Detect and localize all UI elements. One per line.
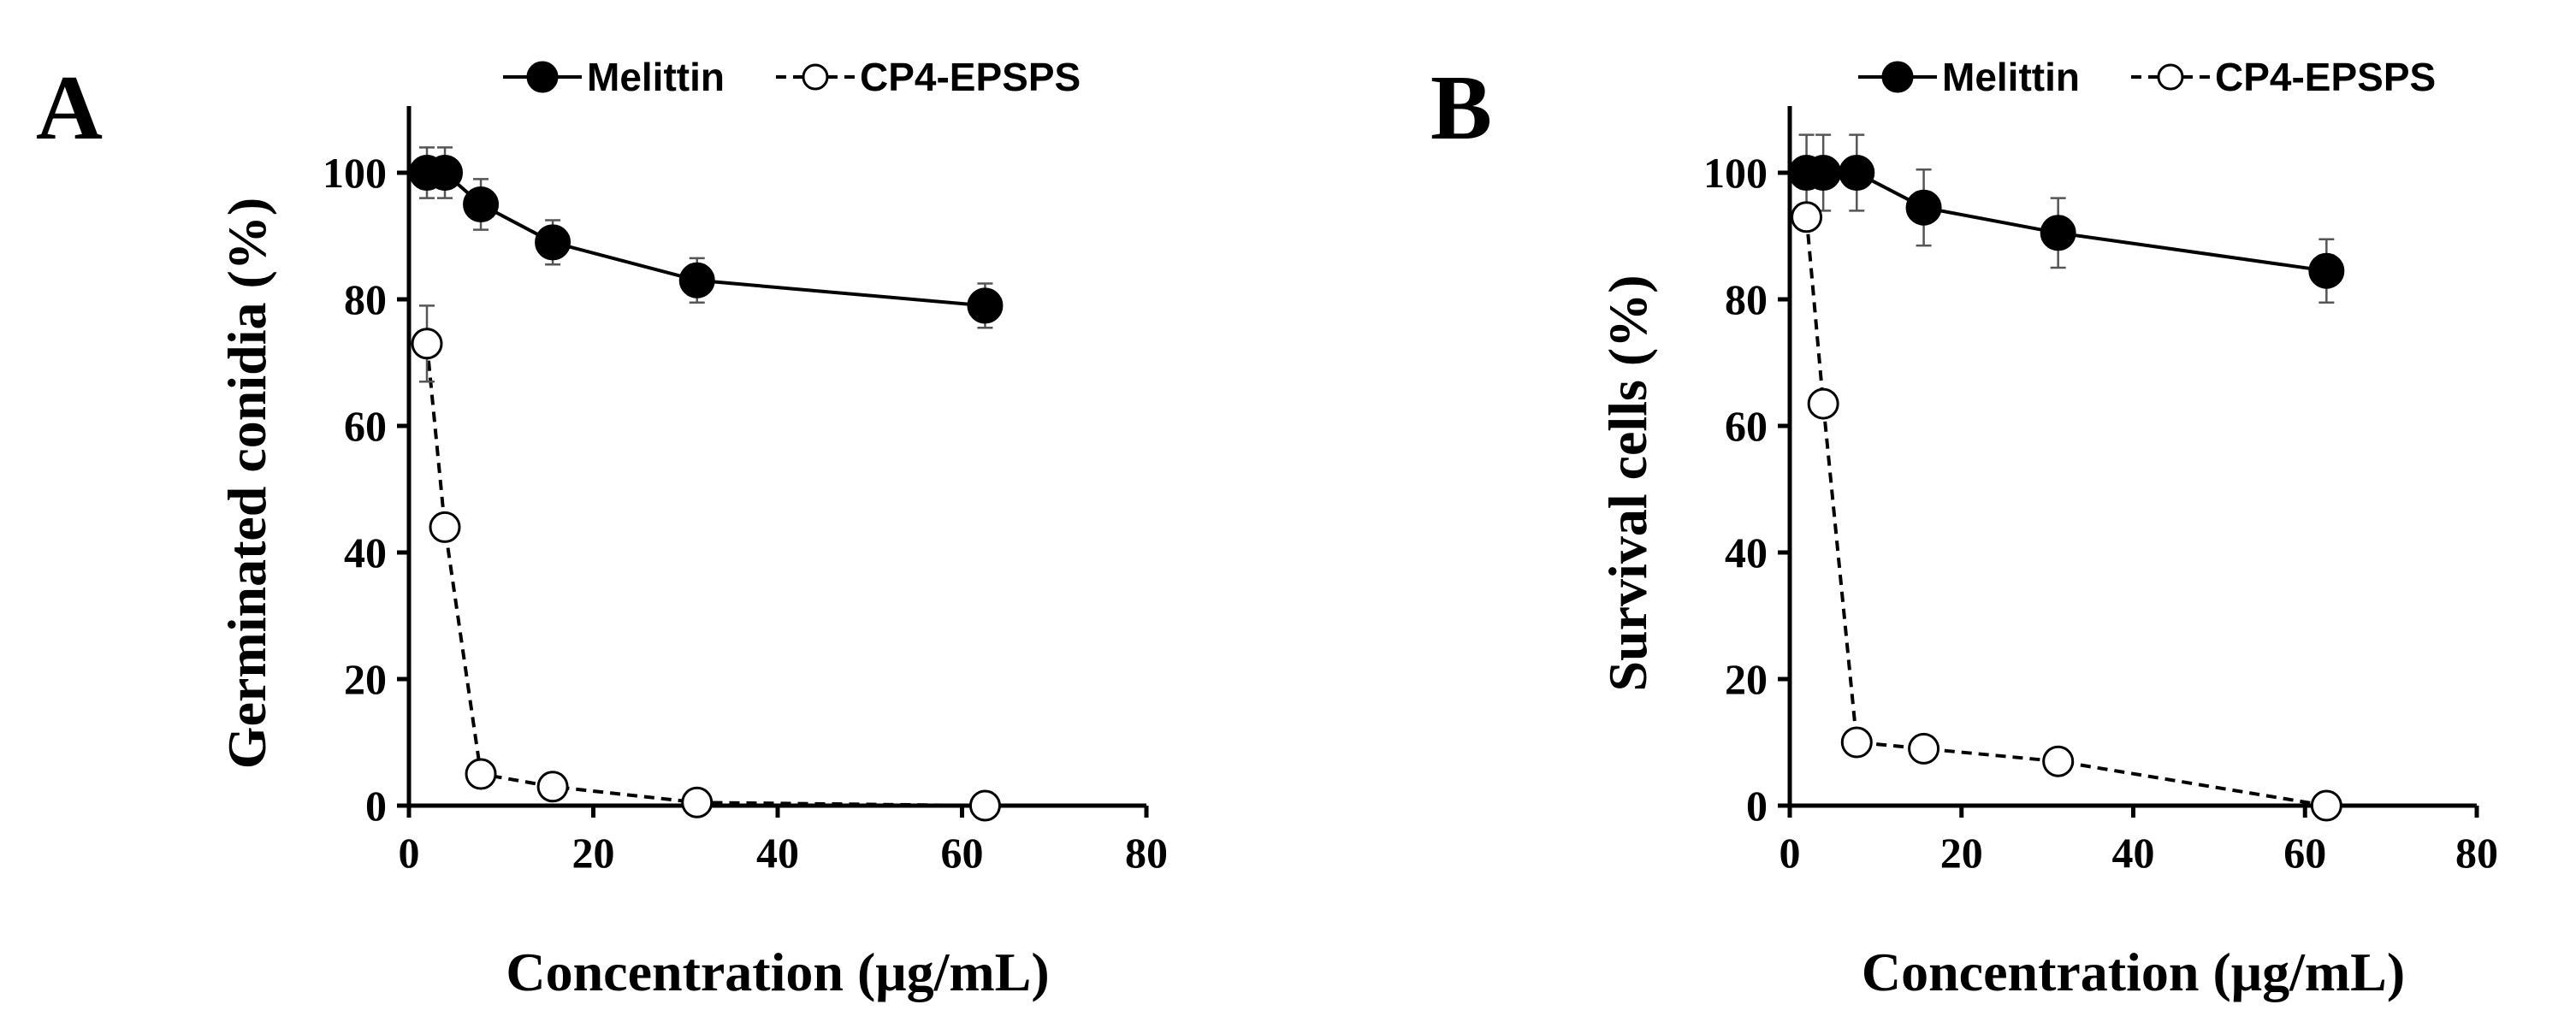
data-point (678, 262, 715, 298)
y-tick-label: 80 (1725, 275, 1768, 323)
data-point (1905, 189, 1942, 226)
y-tick-label: 40 (1725, 529, 1768, 576)
data-point (429, 511, 461, 543)
data-point (1807, 387, 1839, 420)
data-point (1840, 726, 1873, 759)
legend: Melittin CP4-EPSPS (503, 55, 1081, 99)
panel-letter: B (1430, 57, 1492, 159)
y-tick-label: 100 (1703, 149, 1768, 197)
y-tick-label: 20 (1725, 655, 1768, 703)
y-tick-label: 40 (344, 529, 387, 576)
series-line (1804, 216, 2327, 807)
data-point (1908, 732, 1940, 765)
y-tick-label: 80 (344, 275, 387, 323)
panel-b: B 0 20 40 60 80 0 20 40 60 80 100 Concentration (μg/… (1430, 55, 2498, 1002)
legend: Melittin CP4-EPSPS (1858, 55, 2436, 99)
data-point (465, 758, 497, 790)
series-line (425, 343, 986, 807)
data-point (2042, 745, 2075, 777)
data-point (411, 328, 443, 360)
panel-letter: A (36, 57, 103, 159)
x-tick-label: 60 (941, 829, 984, 877)
data-point (2310, 789, 2342, 822)
x-axis-title: Concentration (μg/mL) (506, 942, 1049, 1002)
series-cp4-epsps (411, 304, 1001, 822)
x-tick-label: 80 (2455, 829, 2498, 877)
legend-label: CP4-EPSPS (860, 55, 1081, 99)
data-point (967, 287, 1004, 324)
legend-marker (2157, 63, 2184, 91)
y-tick-label: 20 (344, 655, 387, 703)
data-point (1805, 155, 1842, 191)
y-axis-title: Survival cells (%) (1597, 275, 1658, 691)
x-tick-label: 0 (1780, 829, 1801, 877)
y-tick-label: 60 (344, 402, 387, 450)
y-tick-label: 60 (1725, 402, 1768, 450)
legend-item-melittin: Melittin (1858, 55, 2080, 99)
legend-item-melittin: Melittin (503, 55, 725, 99)
legend-marker (526, 61, 559, 93)
y-tick-label: 0 (365, 782, 387, 830)
y-tick-label: 100 (323, 149, 387, 197)
x-tick-label: 0 (399, 829, 420, 877)
data-point (427, 155, 464, 191)
data-point (463, 186, 500, 222)
legend-item-cp4-epsps: CP4-EPSPS (775, 55, 1081, 99)
x-tick-label: 60 (2283, 829, 2326, 877)
y-axis-title: Germinated conidia (%) (216, 198, 277, 769)
data-point (1791, 201, 1823, 233)
panel-a: A 0 20 40 60 80 0 20 40 60 80 100 Concentration (μg/… (36, 55, 1168, 1002)
x-axis-title: Concentration (μg/mL) (1862, 942, 2405, 1002)
data-point (681, 786, 714, 818)
data-point (968, 789, 1001, 822)
series-melittin (1788, 133, 2345, 304)
data-point (535, 224, 571, 261)
legend-label: Melittin (587, 55, 725, 99)
data-point (2040, 215, 2076, 251)
data-point (2308, 252, 2345, 289)
x-tick-label: 40 (2112, 829, 2155, 877)
series-cp4-epsps (1791, 201, 2342, 822)
legend-item-cp4-epsps: CP4-EPSPS (2130, 55, 2436, 99)
x-tick-label: 20 (572, 829, 615, 877)
data-point (536, 771, 569, 803)
y-tick-label: 0 (1746, 782, 1768, 830)
legend-marker (802, 63, 829, 91)
x-tick-label: 80 (1125, 829, 1168, 877)
x-tick-label: 40 (756, 829, 799, 877)
data-point (1839, 155, 1875, 191)
legend-label: CP4-EPSPS (2215, 55, 2436, 99)
x-tick-label: 20 (1940, 829, 1983, 877)
series-melittin (409, 146, 1004, 329)
legend-marker (1881, 61, 1914, 93)
legend-label: Melittin (1942, 55, 2080, 99)
